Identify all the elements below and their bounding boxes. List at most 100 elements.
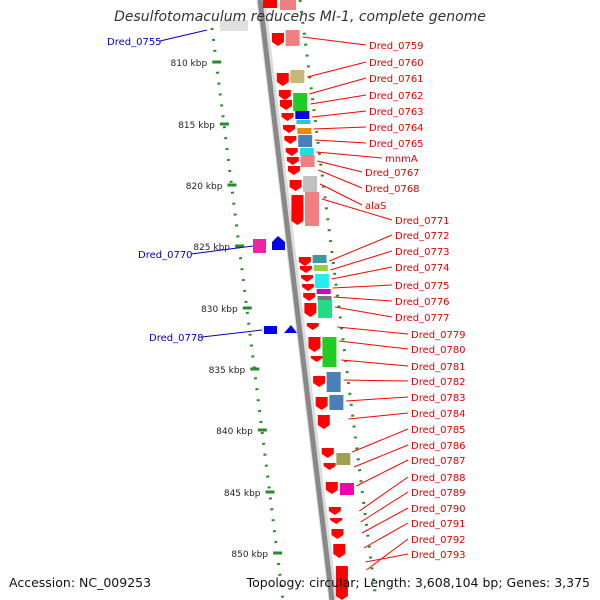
gene-label: Dred_0784 [411, 409, 466, 420]
cog-block [303, 176, 318, 192]
label-leader [360, 491, 409, 523]
gene-arrow [331, 529, 344, 539]
cog-block [299, 148, 314, 155]
gene-label: Dred_0779 [411, 330, 466, 341]
cog-block [313, 265, 328, 271]
label-leader [313, 126, 367, 130]
gene-arrow [286, 157, 299, 165]
label-leader [307, 61, 367, 78]
gene-arrow [280, 100, 292, 110]
label-leader [331, 266, 393, 280]
accession-text: Accession: NC_009253 [9, 575, 152, 590]
label-leader [309, 77, 367, 95]
scale-ticks [212, 60, 283, 555]
gene-arrow [317, 415, 330, 429]
label-leader [190, 245, 254, 255]
label-leader [316, 151, 383, 159]
scale-label: 825 kbp [193, 243, 230, 253]
cog-block [300, 155, 315, 167]
map-title: Desulfotomaculum reducens MI-1, complete… [114, 9, 486, 25]
gene-label: Dred_0782 [411, 377, 466, 388]
gene-label: Dred_0776 [395, 297, 450, 308]
label-leader [332, 284, 393, 289]
gene-arrow [315, 397, 328, 410]
gene-label: Dred_0789 [411, 488, 466, 499]
gene-label: Dred_0790 [411, 504, 466, 515]
gene-arrow [325, 482, 338, 494]
gene-arrow [328, 507, 341, 515]
label-leader [321, 198, 393, 221]
cog-block [285, 30, 300, 46]
gene-arrow [302, 284, 315, 291]
label-leader [353, 444, 409, 468]
label-leader [319, 183, 363, 206]
scale-label: 815 kbp [178, 121, 215, 131]
gene-label: Dred_0786 [411, 441, 466, 452]
gene-arrow [335, 566, 348, 600]
gene-label: Dred_0777 [395, 313, 450, 324]
gene-label: Dred_0761 [369, 74, 424, 85]
cog-block [318, 300, 332, 318]
cog-block [296, 120, 311, 124]
cog-block [339, 483, 354, 495]
scale-label: 820 kbp [186, 182, 223, 192]
gene-arrow [321, 448, 334, 458]
gene-label: Dred_0793 [411, 550, 466, 561]
label-leader [337, 326, 409, 335]
gene-label: Dred_0770 [138, 250, 193, 261]
gene-arrow [281, 113, 294, 121]
cog-block [317, 296, 332, 300]
gene-features [253, 30, 354, 600]
cog-block [297, 128, 312, 134]
gene-label: Dred_0767 [365, 168, 420, 179]
gene-label: Dred_0792 [411, 535, 466, 546]
label-leader [302, 36, 367, 46]
gene-label: Dred_0775 [395, 281, 450, 292]
label-leader [333, 296, 393, 302]
gene-label: Dred_0773 [395, 247, 450, 258]
gene-arrow [304, 303, 317, 317]
gene-arrow [298, 257, 311, 266]
label-leader [341, 359, 409, 367]
right-label-leaders [302, 36, 409, 571]
label-leader [310, 94, 367, 105]
gene-label: Dred_0778 [149, 333, 204, 344]
gene-label: Dred_0791 [411, 519, 466, 530]
gene-label: Dred_0755 [107, 37, 162, 48]
cog-block [329, 395, 344, 410]
gene-arrow [308, 337, 321, 352]
left-label-leaders [159, 29, 263, 338]
gene-label: Dred_0785 [411, 425, 466, 436]
label-leader [356, 459, 409, 487]
scale-label: 850 kbp [231, 550, 268, 560]
cog-block [293, 93, 308, 111]
gene-arrow [284, 325, 297, 333]
backbone [257, 0, 335, 600]
gene-label: Dred_0783 [411, 393, 466, 404]
gene-block [220, 20, 248, 31]
topology-text: Topology: circular; Length: 3,608,104 bp… [246, 575, 590, 590]
label-leader [338, 340, 409, 350]
cog-block [290, 70, 305, 83]
label-leader [317, 160, 363, 173]
gene-arrow [333, 544, 346, 558]
gene-label: Dred_0760 [369, 58, 424, 69]
gene-label: Dred_0762 [369, 91, 424, 102]
label-leader [348, 412, 409, 420]
label-leader [366, 538, 409, 571]
cog-block [298, 135, 313, 147]
label-leader [329, 234, 393, 262]
scale-labels: 810 kbp 815 kbp 820 kbp 825 kbp 830 kbp 835 k… [171, 59, 269, 560]
gene-arrow [285, 148, 298, 156]
right-labels: Dred_0759 Dred_0760 Dred_0761 Dred_0762 Dred… [365, 41, 466, 561]
gene-arrow [323, 463, 336, 470]
cog-block [253, 239, 266, 253]
cog-block [305, 192, 320, 226]
label-leader [359, 476, 409, 512]
gene-label: Dred_0771 [395, 216, 450, 227]
scale-label: 840 kbp [216, 427, 253, 437]
left-labels: Dred_0755 Dred_0770 Dred_0778 [107, 37, 204, 344]
gene-arrow [283, 125, 295, 133]
label-leader [352, 428, 409, 453]
